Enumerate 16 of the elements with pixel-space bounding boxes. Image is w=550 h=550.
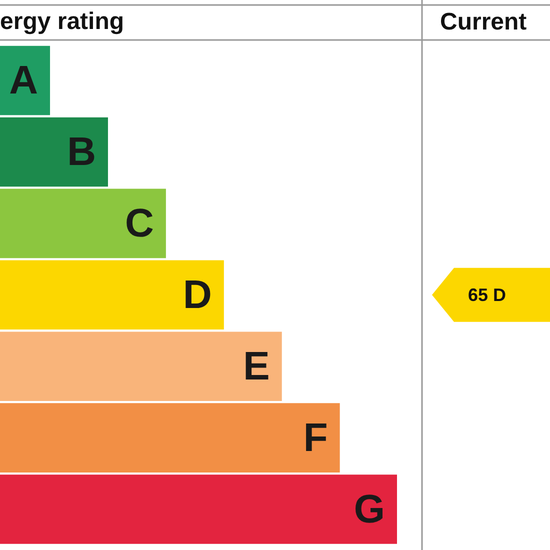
y-tick-label: A	[9, 58, 38, 103]
bar	[0, 260, 224, 330]
y-tick-label: G	[354, 487, 385, 532]
text: Current	[440, 8, 527, 36]
y-tick-label: D	[183, 272, 212, 317]
y-tick-label: B	[67, 130, 96, 174]
y-tick-label: F	[303, 416, 328, 460]
bar	[0, 332, 282, 402]
bar	[0, 474, 397, 544]
text: 65 D	[468, 284, 506, 305]
bar	[0, 117, 108, 187]
bar	[0, 403, 340, 472]
y-tick-label: C	[125, 201, 154, 246]
chart-title: ergy rating	[0, 8, 124, 36]
bar	[0, 188, 166, 258]
y-tick-label: E	[243, 344, 270, 388]
